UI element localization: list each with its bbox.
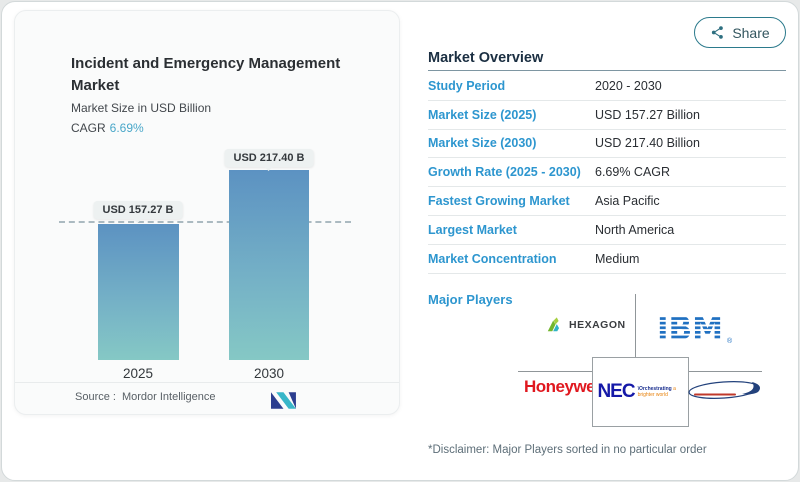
divider <box>635 294 636 357</box>
table-row: Market Concentration Medium <box>428 245 786 274</box>
chart-card: Incident and Emergency Management Market… <box>14 10 400 415</box>
row-label: Study Period <box>428 78 506 93</box>
table-row: Market Size (2030) USD 217.40 Billion <box>428 130 786 159</box>
row-label: Market Size (2025) <box>428 107 537 122</box>
nec-wordmark: NEC <box>597 381 635 402</box>
honeywell-logo: Honeywell <box>524 377 604 396</box>
cagr-value: 6.69% <box>109 121 144 135</box>
table-row: Study Period 2020 - 2030 <box>428 72 786 101</box>
row-value: North America <box>595 222 675 237</box>
x-axis-label-2025: 2025 <box>122 366 154 381</box>
hexagon-icon <box>547 317 560 332</box>
row-label: Market Concentration <box>428 251 557 266</box>
row-value: USD 217.40 Billion <box>595 136 700 151</box>
share-button[interactable]: Share <box>694 17 786 48</box>
cagr-label: CAGR <box>71 121 106 135</box>
share-nodes-icon <box>712 26 724 39</box>
registered-mark-icon: ® <box>727 337 733 345</box>
table-row: Growth Rate (2025 - 2030) 6.69% CAGR <box>428 158 786 188</box>
table-row: Market Size (2025) USD 157.27 Billion <box>428 101 786 130</box>
source-value: Mordor Intelligence <box>121 391 216 403</box>
hexagon-logo: HEXAGON <box>546 316 626 334</box>
row-value: 6.69% CAGR <box>595 165 671 180</box>
row-label: Largest Market <box>428 222 517 237</box>
row-label: Market Size (2030) <box>428 136 537 151</box>
disclaimer-text: *Disclaimer: Major Players sorted in no … <box>428 444 707 456</box>
ibm-logo: IBM ® <box>657 311 733 347</box>
row-value: Asia Pacific <box>595 194 660 209</box>
chart-title: Incident and Emergency Management Market <box>71 55 341 94</box>
table-row: Fastest Growing Market Asia Pacific <box>428 187 786 216</box>
x-axis-label-2030: 2030 <box>253 366 285 381</box>
share-button-label: Share <box>732 24 770 41</box>
row-value: USD 157.27 Billion <box>595 107 700 122</box>
row-label: Growth Rate (2025 - 2030) <box>428 165 581 180</box>
bar-value-pill-2025: USD 157.27 B <box>93 201 183 219</box>
bar-2025 <box>98 224 179 360</box>
chart-subtitle: Market Size in USD Billion <box>71 101 212 115</box>
source-row: Source : Mordor Intelligence <box>75 391 216 403</box>
overview-table: Study Period 2020 - 2030 Market Size (20… <box>428 72 786 274</box>
nec-logo-box: NEC \Orchestrating a brighter world <box>592 357 689 427</box>
cagr-line: CAGR 6.69% <box>71 121 144 135</box>
row-value: 2020 - 2030 <box>595 78 662 93</box>
swoosh-logo <box>688 381 760 399</box>
row-value: Medium <box>595 251 640 266</box>
dashed-reference-line <box>59 221 351 223</box>
divider <box>689 371 762 372</box>
bar-value-pill-2030: USD 217.40 B <box>224 149 314 167</box>
divider <box>428 70 786 71</box>
nec-tagline: \Orchestrating a brighter world <box>637 386 676 398</box>
row-label: Fastest Growing Market <box>428 194 570 209</box>
bar-2030 <box>229 170 309 360</box>
major-players-label: Major Players <box>428 292 513 307</box>
hexagon-wordmark: HEXAGON <box>569 319 626 331</box>
mordor-intelligence-logo <box>271 392 296 409</box>
source-label: Source : <box>75 391 116 403</box>
divider <box>15 382 399 383</box>
divider <box>518 371 592 372</box>
ibm-wordmark: IBM <box>657 311 723 347</box>
overview-heading: Market Overview <box>428 50 544 66</box>
table-row: Largest Market North America <box>428 216 786 245</box>
